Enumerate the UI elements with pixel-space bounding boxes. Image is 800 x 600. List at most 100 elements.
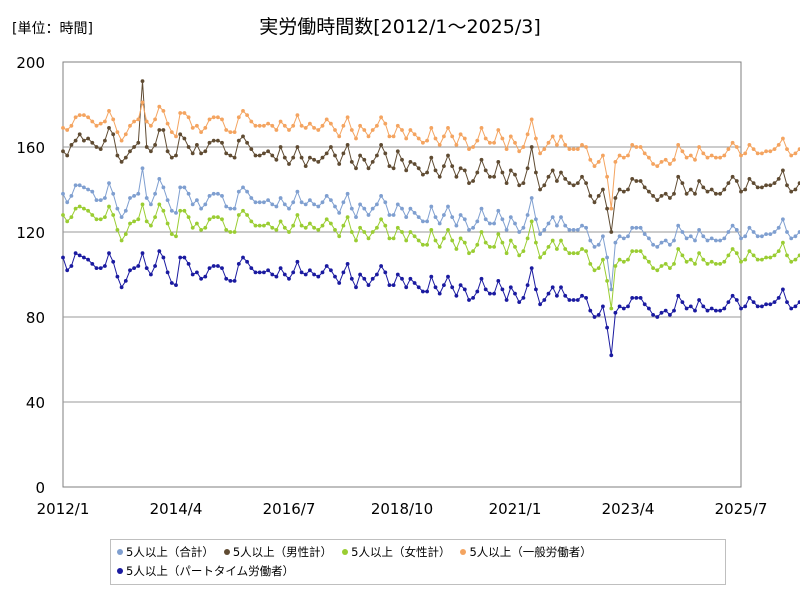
data-point: [316, 128, 321, 132]
data-point: [308, 221, 312, 226]
data-point: [241, 255, 245, 260]
data-point: [94, 217, 99, 222]
data-point: [672, 157, 676, 162]
data-point: [655, 164, 660, 169]
data-point: [303, 272, 308, 277]
data-point: [571, 183, 576, 188]
data-point: [362, 206, 367, 211]
data-point: [232, 130, 237, 135]
data-point: [425, 138, 429, 143]
data-point: [684, 306, 689, 311]
data-point: [111, 132, 116, 137]
data-point: [785, 300, 789, 304]
data-point: [262, 200, 266, 205]
data-point: [655, 245, 660, 249]
data-point: [123, 208, 128, 213]
data-point: [651, 162, 655, 166]
data-point: [596, 313, 601, 317]
data-point: [772, 230, 777, 234]
data-point: [693, 191, 697, 196]
data-point: [760, 304, 764, 309]
data-point: [308, 268, 312, 273]
y-tick-label: 40: [26, 394, 45, 412]
data-point: [760, 257, 764, 262]
data-point: [345, 115, 350, 120]
data-point: [580, 247, 584, 251]
data-point: [278, 119, 283, 124]
data-point: [508, 285, 513, 290]
data-point: [333, 274, 337, 279]
data-point: [132, 266, 137, 270]
data-point: [412, 211, 417, 215]
data-point: [207, 217, 212, 222]
legend-marker: [117, 567, 123, 574]
data-point: [789, 236, 794, 241]
data-point: [425, 289, 429, 294]
data-point: [404, 285, 409, 290]
data-point: [508, 168, 513, 173]
data-point: [362, 128, 367, 132]
data-point: [220, 117, 224, 122]
data-point: [73, 138, 78, 143]
data-point: [391, 213, 396, 217]
data-point: [776, 143, 781, 147]
data-point: [161, 255, 166, 260]
data-point: [149, 123, 153, 128]
data-point: [287, 128, 291, 132]
data-point: [504, 251, 509, 256]
data-point: [488, 291, 492, 296]
data-point: [446, 126, 450, 130]
data-point: [722, 306, 727, 311]
data-point: [743, 151, 748, 156]
data-point: [446, 228, 450, 232]
data-point: [621, 306, 626, 311]
data-point: [354, 238, 358, 243]
data-point: [128, 268, 132, 273]
data-point: [82, 206, 86, 211]
data-point: [379, 217, 383, 222]
data-point: [421, 242, 425, 247]
data-point: [123, 155, 128, 160]
data-point: [743, 257, 748, 262]
data-point: [282, 202, 287, 207]
data-point: [454, 293, 459, 298]
data-point: [203, 149, 208, 154]
legend-marker: [342, 548, 349, 555]
data-point: [500, 136, 505, 141]
data-point: [571, 298, 576, 302]
data-point: [479, 126, 484, 130]
data-point: [517, 300, 522, 304]
data-point: [668, 266, 672, 270]
data-point: [563, 223, 568, 228]
data-point: [730, 223, 735, 228]
data-point: [467, 228, 471, 232]
data-point: [734, 251, 739, 256]
data-point: [626, 304, 630, 309]
data-point: [684, 236, 689, 241]
data-point: [714, 262, 718, 266]
data-point: [157, 128, 162, 132]
data-point: [450, 164, 455, 169]
data-point: [760, 151, 764, 156]
legend-label: 5人以上（パートタイム労働者）: [126, 564, 295, 578]
data-point: [245, 113, 250, 117]
data-point: [312, 225, 316, 230]
data-point: [760, 185, 764, 190]
data-point: [596, 194, 601, 198]
data-point: [621, 155, 626, 160]
data-point: [61, 213, 65, 217]
data-point: [316, 160, 321, 164]
data-point: [529, 145, 534, 149]
data-point: [513, 172, 517, 177]
data-point: [337, 134, 342, 139]
data-point: [793, 187, 798, 192]
data-point: [500, 170, 505, 175]
data-point: [299, 200, 304, 205]
data-point: [266, 149, 270, 154]
data-point: [764, 183, 768, 188]
data-point: [207, 266, 212, 270]
data-point: [714, 155, 718, 160]
data-point: [199, 130, 204, 135]
data-point: [663, 157, 668, 162]
data-point: [107, 126, 111, 130]
